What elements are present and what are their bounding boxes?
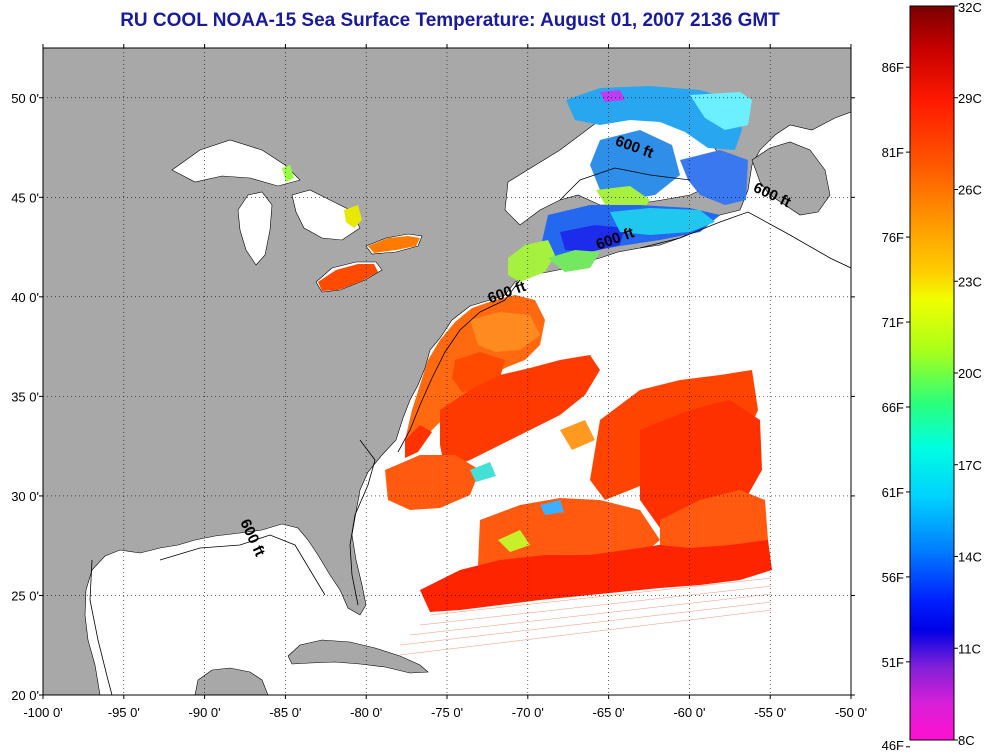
colorbar-label-celsius: 11C	[958, 641, 981, 656]
land-yucatan	[194, 667, 269, 695]
land-cuba	[287, 639, 429, 674]
land-newfoundland	[751, 141, 831, 216]
colorbar-label-celsius: 17C	[958, 458, 982, 473]
colorbar-label-fahrenheit: 76F	[882, 230, 904, 245]
colorbar-label-celsius: 8C	[958, 733, 975, 748]
lat-tick-label: 45 0'	[11, 190, 39, 205]
colorbar	[909, 5, 955, 741]
lat-tick-label: 40 0'	[11, 290, 39, 305]
lat-lon-grid	[43, 48, 851, 695]
lat-tick-label: 50 0'	[11, 91, 39, 106]
lon-tick-label: -85 0'	[269, 705, 301, 720]
map-title: RU COOL NOAA-15 Sea Surface Temperature:…	[120, 10, 780, 31]
latitude-ticks: 20 0' 25 0' 30 0' 35 0' 40 0' 45 0' 50 0'	[11, 91, 855, 703]
lat-tick-label: 35 0'	[11, 389, 39, 404]
sst-offshore	[385, 355, 772, 612]
lon-tick-label: -80 0'	[350, 705, 382, 720]
lon-tick-label: -70 0'	[512, 705, 544, 720]
isobath-600ft	[89, 167, 851, 695]
colorbar-label-fahrenheit: 81F	[882, 145, 904, 160]
lat-tick-label: 30 0'	[11, 489, 39, 504]
colorbar-label-fahrenheit: 71F	[882, 315, 904, 330]
lon-tick-label: -65 0'	[593, 705, 625, 720]
colorbar-label-fahrenheit: 46F	[882, 738, 904, 753]
colorbar-label-celsius: 23C	[958, 274, 982, 289]
colorbar-label-celsius: 32C	[958, 0, 982, 15]
colorbar-label-fahrenheit: 86F	[882, 60, 904, 75]
lon-tick-label: -60 0'	[673, 705, 705, 720]
sst-lakes	[282, 165, 420, 291]
colorbar-labels: 32C 29C 26C 23C 20C 17C 14C 11C 8C 86F 81F 76F 71F 66…	[882, 0, 982, 753]
lon-tick-label: -55 0'	[754, 705, 786, 720]
colorbar-label-celsius: 29C	[958, 91, 982, 106]
colorbar-label-celsius: 14C	[958, 550, 982, 565]
colorbar-label-fahrenheit: 61F	[882, 485, 904, 500]
lon-tick-label: -90 0'	[189, 705, 221, 720]
swath-streaks	[399, 577, 773, 656]
colorbar-label-fahrenheit: 56F	[882, 570, 904, 585]
sst-north	[508, 86, 752, 282]
colorbar-label-celsius: 26C	[958, 183, 982, 198]
lon-tick-label: -75 0'	[431, 705, 463, 720]
lon-tick-label: -95 0'	[108, 705, 140, 720]
longitude-ticks: -100 0' -95 0' -90 0' -85 0' -80 0' -75 0' -70…	[23, 44, 867, 720]
lon-tick-label: -50 0'	[835, 705, 867, 720]
lat-tick-label: 25 0'	[11, 588, 39, 603]
colorbar-label-fahrenheit: 66F	[882, 400, 904, 415]
lon-tick-label: -100 0'	[23, 705, 62, 720]
lat-tick-label: 20 0'	[11, 688, 39, 703]
colorbar-label-fahrenheit: 51F	[882, 655, 904, 670]
colorbar-label-celsius: 20C	[958, 366, 982, 381]
